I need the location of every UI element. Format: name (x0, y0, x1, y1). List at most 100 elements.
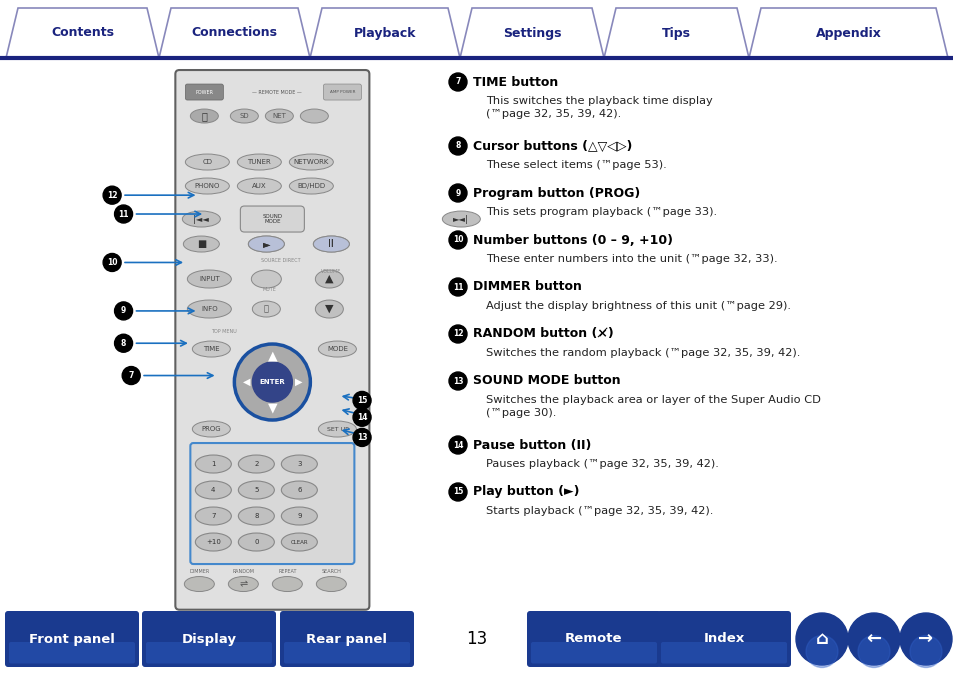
Text: SD: SD (239, 113, 249, 119)
Ellipse shape (184, 577, 214, 592)
Text: Settings: Settings (502, 26, 560, 40)
FancyBboxPatch shape (142, 611, 275, 667)
Text: Index: Index (702, 633, 744, 645)
Ellipse shape (289, 154, 333, 170)
Text: Contents: Contents (51, 26, 113, 40)
Text: Connections: Connections (192, 26, 277, 40)
Polygon shape (310, 8, 459, 58)
Text: 4: 4 (211, 487, 215, 493)
Text: 9: 9 (296, 513, 301, 519)
Text: INPUT: INPUT (199, 276, 219, 282)
Text: MODE: MODE (327, 346, 348, 352)
Circle shape (103, 254, 121, 271)
Text: Display: Display (181, 633, 236, 645)
Text: 9: 9 (455, 188, 460, 197)
Ellipse shape (195, 481, 232, 499)
Text: Tips: Tips (661, 26, 690, 40)
FancyBboxPatch shape (526, 611, 660, 667)
Text: 11: 11 (118, 209, 129, 219)
Circle shape (805, 635, 837, 668)
Text: ►◄|: ►◄| (453, 215, 469, 223)
Circle shape (449, 184, 467, 202)
Ellipse shape (193, 421, 230, 437)
Ellipse shape (238, 481, 274, 499)
FancyBboxPatch shape (657, 611, 790, 667)
Text: 12: 12 (107, 190, 117, 200)
Text: ⇌: ⇌ (239, 579, 247, 589)
Text: Remote: Remote (565, 633, 622, 645)
Text: ►: ► (262, 239, 270, 249)
Text: Program button (PROG): Program button (PROG) (473, 186, 639, 199)
Circle shape (847, 613, 899, 665)
Text: MUTE: MUTE (262, 287, 276, 291)
Polygon shape (748, 8, 947, 58)
Text: 14: 14 (356, 413, 367, 422)
Text: ▲: ▲ (267, 349, 277, 363)
Polygon shape (603, 8, 748, 58)
Text: TIME: TIME (203, 346, 219, 352)
FancyBboxPatch shape (5, 611, 139, 667)
Circle shape (449, 278, 467, 296)
Circle shape (114, 205, 132, 223)
Circle shape (899, 613, 951, 665)
Text: 5: 5 (253, 487, 258, 493)
Text: PROG: PROG (201, 426, 221, 432)
Text: ▲: ▲ (325, 274, 334, 284)
Polygon shape (459, 8, 603, 58)
Text: INFO: INFO (201, 306, 217, 312)
Circle shape (449, 231, 467, 249)
Ellipse shape (281, 455, 317, 473)
Text: (™page 32, 35, 39, 42).: (™page 32, 35, 39, 42). (485, 109, 620, 119)
Text: RANDOM: RANDOM (233, 569, 254, 573)
Text: 7: 7 (455, 77, 460, 87)
Ellipse shape (318, 421, 356, 437)
Text: ▼: ▼ (325, 304, 334, 314)
Text: Switches the random playback (™page 32, 35, 39, 42).: Switches the random playback (™page 32, … (485, 348, 800, 358)
Ellipse shape (195, 455, 232, 473)
Text: |◄◄: |◄◄ (193, 215, 209, 223)
Ellipse shape (281, 481, 317, 499)
Text: Front panel: Front panel (29, 633, 114, 645)
Text: DIMMER button: DIMMER button (473, 281, 581, 293)
Ellipse shape (183, 236, 219, 252)
Polygon shape (6, 8, 159, 58)
Text: SOURCE DIRECT: SOURCE DIRECT (260, 258, 300, 262)
Text: 1: 1 (211, 461, 215, 467)
Polygon shape (159, 8, 310, 58)
Ellipse shape (442, 211, 480, 227)
Ellipse shape (272, 577, 302, 592)
Text: 7: 7 (129, 371, 133, 380)
Ellipse shape (185, 178, 229, 194)
Text: AUX: AUX (252, 183, 267, 189)
Text: SOUND MODE button: SOUND MODE button (473, 374, 620, 388)
Text: ⏻: ⏻ (201, 111, 207, 121)
Circle shape (857, 635, 889, 668)
Ellipse shape (313, 236, 349, 252)
Text: These enter numbers into the unit (™page 32, 33).: These enter numbers into the unit (™page… (485, 254, 777, 264)
Text: ►: ► (262, 239, 270, 249)
Text: ←: ← (865, 630, 881, 648)
Text: TUNER: TUNER (247, 159, 271, 165)
Circle shape (449, 436, 467, 454)
Ellipse shape (187, 270, 232, 288)
Text: CLEAR: CLEAR (291, 540, 308, 544)
FancyBboxPatch shape (240, 206, 304, 232)
Ellipse shape (316, 577, 346, 592)
Text: 11: 11 (453, 283, 463, 291)
Ellipse shape (265, 109, 293, 123)
Text: SEARCH: SEARCH (321, 569, 341, 573)
Text: VOLUME: VOLUME (321, 269, 341, 273)
Circle shape (122, 367, 140, 384)
Ellipse shape (238, 507, 274, 525)
Ellipse shape (191, 109, 218, 123)
Text: 7: 7 (211, 513, 215, 519)
Ellipse shape (187, 300, 232, 318)
Text: RANDOM button (×̸): RANDOM button (×̸) (473, 328, 613, 341)
Text: II: II (328, 239, 334, 249)
FancyBboxPatch shape (280, 611, 414, 667)
Text: Pauses playback (™page 32, 35, 39, 42).: Pauses playback (™page 32, 35, 39, 42). (485, 459, 719, 469)
Circle shape (449, 73, 467, 91)
Text: 10: 10 (453, 236, 463, 244)
Text: 2: 2 (253, 461, 258, 467)
Ellipse shape (185, 154, 229, 170)
